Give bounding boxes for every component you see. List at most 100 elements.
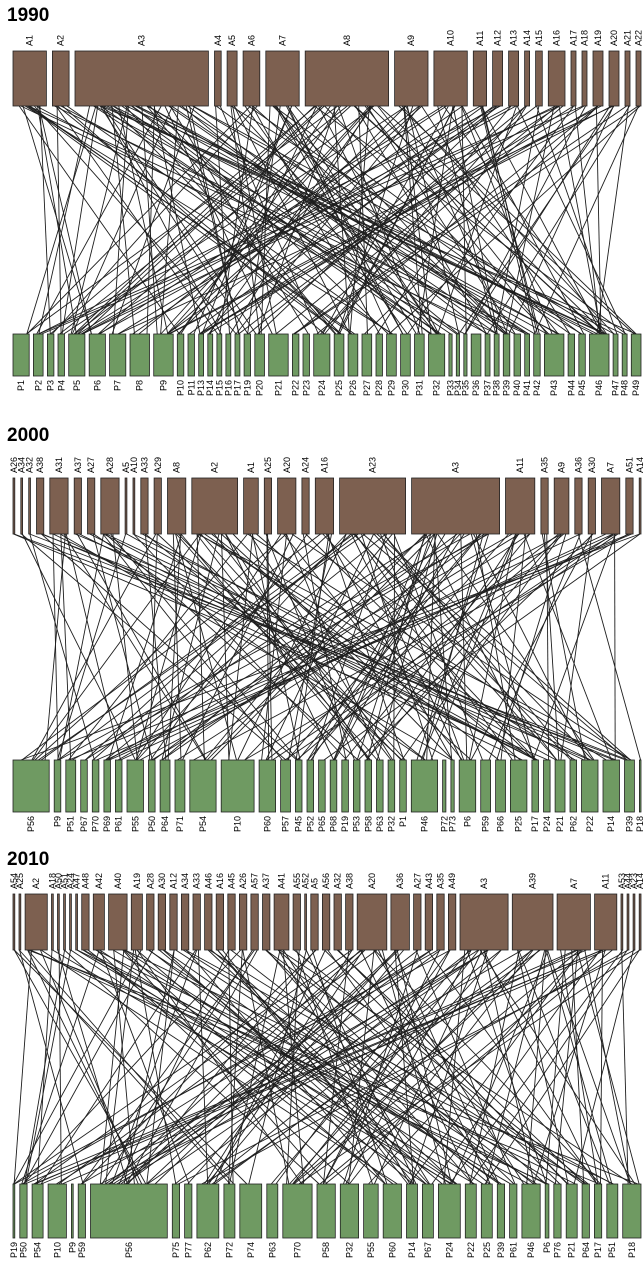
animal-node xyxy=(638,893,642,951)
animal-node xyxy=(333,893,342,951)
plant-label: P18 xyxy=(627,1242,637,1258)
interaction-link xyxy=(154,949,400,1185)
plant-node xyxy=(103,759,111,813)
plant-node xyxy=(509,1183,518,1239)
plant-node xyxy=(448,333,453,377)
interaction-link xyxy=(39,949,139,1185)
interaction-link xyxy=(383,533,558,761)
plant-label: P14 xyxy=(205,380,215,396)
panel-title: 1990 xyxy=(7,5,50,26)
interaction-link xyxy=(23,949,242,1185)
animal-label: A26 xyxy=(238,873,248,889)
interaction-link xyxy=(20,533,641,761)
animal-node xyxy=(124,477,128,535)
animal-label: A42 xyxy=(94,873,104,889)
animal-label: A52 xyxy=(301,873,311,889)
interaction-link xyxy=(185,105,240,335)
interaction-link xyxy=(214,949,533,1185)
interaction-link xyxy=(517,949,569,1185)
plant-label: P9 xyxy=(53,816,63,827)
interaction-link xyxy=(532,533,616,761)
plant-node xyxy=(361,333,373,377)
interaction-link xyxy=(13,949,142,1185)
plant-label: P14 xyxy=(606,816,616,832)
plant-label: P39 xyxy=(502,380,512,396)
animal-label: A31 xyxy=(54,457,64,473)
plant-node xyxy=(196,1183,220,1239)
interaction-link xyxy=(36,105,162,335)
animal-label: A38 xyxy=(35,457,45,473)
animal-node xyxy=(447,893,457,951)
plant-label: P58 xyxy=(363,816,373,832)
plant-node xyxy=(126,759,144,813)
plant-node xyxy=(12,1183,16,1239)
animal-node xyxy=(345,893,354,951)
plant-label: P45 xyxy=(294,816,304,832)
animal-label: A12 xyxy=(493,30,503,46)
interaction-link xyxy=(127,949,366,1185)
plant-node xyxy=(624,759,635,813)
interaction-link xyxy=(473,533,589,761)
plant-label: P11 xyxy=(186,380,196,395)
interaction-link xyxy=(177,949,635,1185)
interaction-link xyxy=(84,533,330,761)
animal-label: A29 xyxy=(153,457,163,473)
interaction-link xyxy=(211,533,500,761)
plant-node xyxy=(639,759,642,813)
interaction-link xyxy=(192,105,615,335)
interaction-link xyxy=(415,949,516,1185)
animal-node xyxy=(301,477,310,535)
interaction-link xyxy=(355,105,487,335)
plant-label: P45 xyxy=(577,380,587,396)
plant-node xyxy=(442,759,447,813)
interaction-link xyxy=(353,533,572,761)
plant-label: P30 xyxy=(401,380,411,396)
interaction-link xyxy=(57,105,341,335)
plant-node xyxy=(47,333,55,377)
animal-label: A32 xyxy=(333,873,343,889)
interaction-link xyxy=(110,533,299,761)
interaction-link xyxy=(381,949,446,1185)
bipartite-network-1990: A1 A2 A3 A4 A5 A6 A7 A8 A9 A10 A11 A12 A13 A14 A15 A16 A… xyxy=(12,30,643,396)
animal-label: A49 xyxy=(447,873,457,889)
interaction-link xyxy=(369,105,606,335)
animal-node xyxy=(540,477,549,535)
interaction-link xyxy=(21,949,100,1185)
animal-label: A3 xyxy=(479,878,489,889)
interaction-link xyxy=(201,105,293,335)
interaction-link xyxy=(153,105,201,335)
interaction-link xyxy=(393,949,500,1185)
plant-label: P73 xyxy=(448,816,458,832)
interaction-link xyxy=(518,949,610,1185)
plant-node xyxy=(565,1183,578,1239)
animal-label: A37 xyxy=(73,457,83,473)
animal-label: A37 xyxy=(261,873,271,889)
plant-label: P69 xyxy=(102,816,112,832)
plant-label: P5 xyxy=(72,380,82,391)
plant-node xyxy=(480,759,492,813)
interaction-link xyxy=(275,105,558,335)
animal-label: A15 xyxy=(534,30,544,46)
animal-node xyxy=(250,893,259,951)
plant-node xyxy=(581,1183,590,1239)
animal-node xyxy=(553,477,570,535)
plant-node xyxy=(352,759,361,813)
plant-node xyxy=(612,333,619,377)
plant-node xyxy=(493,333,500,377)
interaction-link xyxy=(368,949,583,1185)
interaction-link xyxy=(293,949,581,1185)
interaction-link xyxy=(425,533,536,761)
interaction-link xyxy=(229,105,372,335)
plant-label: P34 xyxy=(453,380,463,396)
plant-node xyxy=(382,1183,402,1239)
animal-node xyxy=(263,477,272,535)
interaction-link xyxy=(82,105,325,335)
plant-node xyxy=(80,759,88,813)
interaction-link xyxy=(52,533,523,761)
animal-node xyxy=(581,50,588,107)
interaction-link xyxy=(469,949,628,1185)
interaction-link xyxy=(135,533,202,761)
interaction-link xyxy=(279,949,632,1185)
plant-node xyxy=(544,333,565,377)
interaction-link xyxy=(198,533,576,761)
